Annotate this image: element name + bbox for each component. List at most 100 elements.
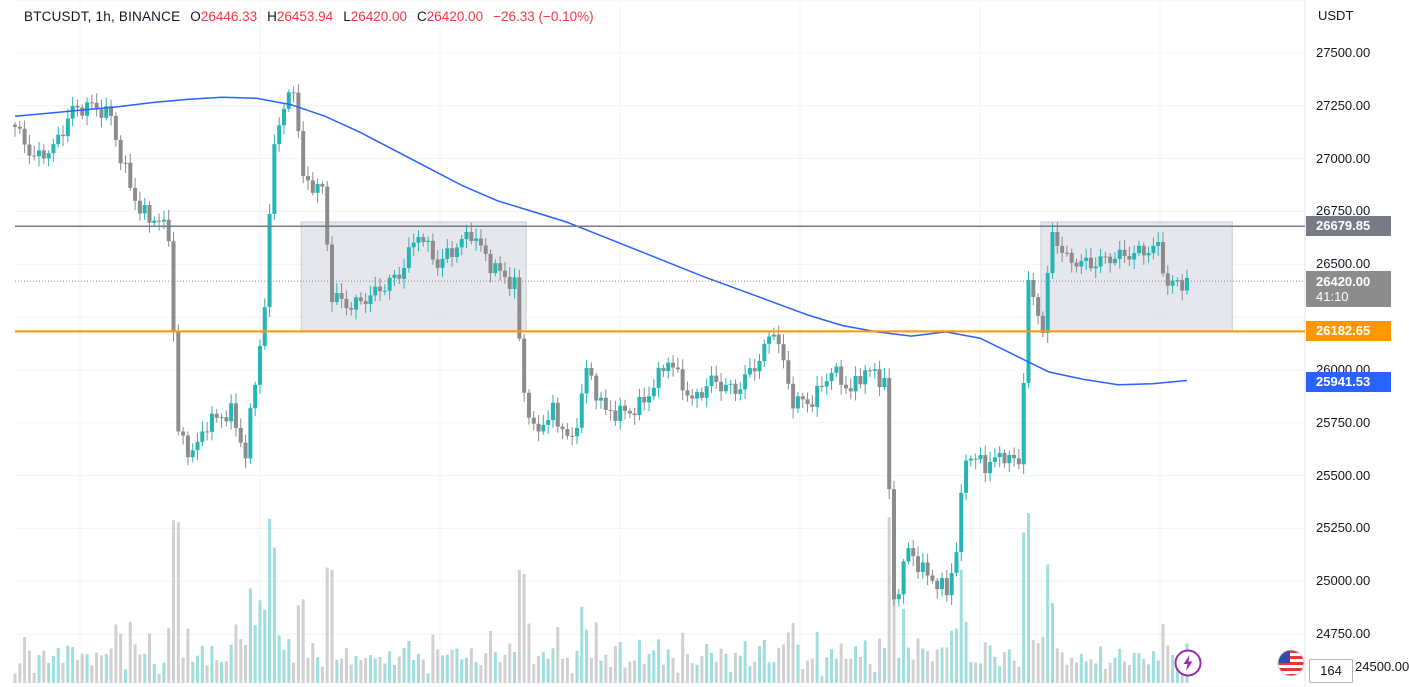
range-boxes[interactable] [300,221,1233,332]
volume-bar [431,634,435,683]
candle-body [1045,273,1050,334]
candle-body [157,220,162,222]
volume-bar [926,651,930,683]
volume-bar [1094,663,1098,683]
candle-body [286,92,291,109]
candle-body [253,384,258,409]
volume-bar [863,640,867,683]
candle-body [920,562,925,572]
volume-bar [421,659,425,683]
candle-body [522,338,527,393]
candle-body [445,248,450,259]
candle-body [128,162,133,188]
volume-bar [546,658,550,683]
volume-bar [1171,655,1175,683]
volume-bar [974,662,978,683]
currency-unit[interactable]: USDT [1318,8,1354,23]
volume-bar [460,659,464,683]
volume-bar [671,657,675,683]
volume-bar [522,574,526,683]
volume-bar [191,661,195,683]
volume-bar [181,657,185,683]
candle-body [944,578,949,596]
candle-body [238,427,243,443]
volume-bar [796,644,800,683]
volume-bar [378,656,382,683]
volume-bar [176,522,180,683]
horizontal-lines[interactable] [15,225,1305,333]
volume-bar [815,632,819,683]
volume-bar [1118,648,1122,683]
candle-body [968,458,973,461]
volume-bar [359,659,363,683]
us-flag-icon[interactable] [1277,649,1305,677]
volume-bar [37,655,41,683]
candle-body [1160,241,1165,274]
volume-bar [1041,636,1045,683]
volume-bar [340,658,344,683]
volume-bar [604,654,608,683]
volume-bar [1070,657,1074,683]
volume-bar [777,647,781,683]
volume-bar [498,661,502,683]
candle-body [310,180,315,193]
candle-body [805,399,810,405]
candle-body [1112,258,1117,264]
candle-body [70,105,75,119]
volume-bar [407,640,411,683]
volume-bar [484,653,488,683]
candle-body [647,396,652,403]
candle-body [89,102,94,104]
price-tick-label: 27250.00 [1316,97,1371,113]
candle-body [892,489,896,600]
volume-bar [104,653,108,683]
candle-body [450,248,455,258]
volume-bar [844,658,848,683]
volume-bar [1031,640,1035,683]
volume-bar [945,647,949,683]
candle-body [142,205,147,214]
candle-body [171,241,176,332]
volume-bar [532,663,536,683]
price-tick-label: 25750.00 [1316,414,1371,430]
candle-body [1151,246,1156,254]
candle-body [632,413,637,416]
candle-body [37,150,42,157]
volume-bar [455,648,459,683]
volume-bar [1103,668,1107,683]
lightning-icon[interactable] [1174,649,1202,677]
volume-bar [306,657,310,683]
candle-body [1146,253,1151,256]
candle-body [426,240,431,242]
candle-body [435,259,440,268]
volume-bar [599,660,603,683]
candle-body [291,92,296,94]
candle-body [378,286,383,292]
volume-bar [1060,652,1064,683]
volume-bar [1151,651,1155,683]
volume-bar [1065,664,1069,683]
resistance-price-label: 26679.85 [1306,216,1391,237]
candle-body [118,139,123,164]
candle-body [1055,232,1060,246]
volume-bar [820,675,824,683]
volume-bar [738,655,742,683]
candle-body [843,384,848,389]
volume-bar [940,647,944,683]
volume-bar [882,647,886,683]
candle-body [454,247,459,258]
volume-bar [114,624,118,683]
symbol-name[interactable]: BTCUSDT, 1h, BINANCE [24,9,181,24]
volume-bar [849,658,853,683]
volume-bar [834,658,838,683]
candle-body [1165,273,1170,286]
candle-body [651,387,656,397]
price-tick-label: 25000.00 [1316,573,1371,589]
current-price-label: 26420.00 41:10 [1306,271,1391,308]
volume-bar [330,570,334,683]
candle-body [925,562,930,576]
volume-bar [479,664,483,683]
candle-body [382,290,387,292]
volume-bar [1089,659,1093,683]
